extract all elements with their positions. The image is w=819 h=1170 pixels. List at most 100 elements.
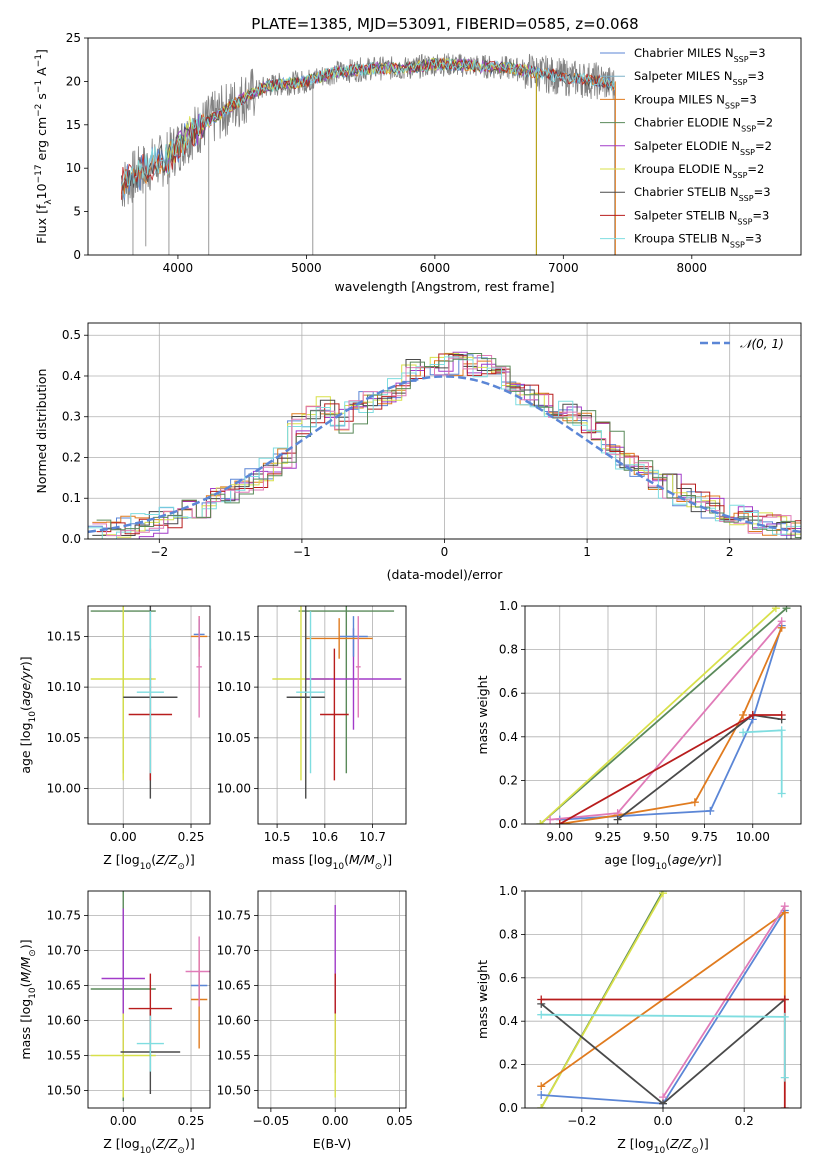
x-tick-label: 6000 — [420, 261, 451, 275]
weight-line — [743, 729, 783, 794]
legend-n: =3 — [749, 46, 766, 60]
legend-n: =3 — [752, 208, 769, 222]
weight-line — [539, 607, 788, 824]
label-part: 10 — [140, 862, 152, 872]
x-tick-label: −0.05 — [252, 1114, 289, 1128]
y-tick-label: 10.10 — [47, 680, 81, 694]
label-part: mass weight — [475, 960, 490, 1039]
plus-marker — [777, 789, 786, 798]
y-tick-label: 10.60 — [47, 1014, 81, 1028]
label-part: age [log — [604, 852, 655, 867]
y-tick-label: 1.0 — [499, 599, 518, 613]
legend-entry: Kroupa ELODIE NSSP=2 — [634, 162, 764, 180]
axes-frame — [524, 605, 802, 825]
y-tick-label: 0.4 — [499, 1014, 518, 1028]
age_vs_mass-axes: 10.5 10.6 10.7 10.00 10.05 10.10 10.15 — [217, 606, 406, 844]
label-part: Z/Z — [155, 852, 178, 867]
plus-marker — [537, 995, 546, 1004]
label-part: )] — [699, 1136, 709, 1151]
mass_vs_EBV-axes: −0.05 0.00 0.05 10.50 10.55 10.60 10.65 10.70 10… — [217, 891, 413, 1128]
label-part: age/yr — [672, 852, 713, 867]
x-tick-label: 1 — [583, 545, 591, 559]
legend-sub: SSP — [732, 171, 747, 180]
legend-n: =3 — [745, 232, 762, 246]
y-tick-label: 0.5 — [62, 328, 81, 342]
legend-sub: SSP — [737, 217, 752, 226]
label-part: mass [log — [272, 852, 333, 867]
weight-line — [540, 892, 664, 1108]
y-tick-label: 1.0 — [499, 884, 518, 898]
label-part: 10 — [28, 987, 38, 999]
label-part: (data-model)/error — [387, 567, 504, 582]
x-tick-label: 5000 — [291, 261, 322, 275]
legend-entry: Salpeter MILES NSSP=3 — [634, 69, 764, 87]
y-tick-label: 20 — [66, 74, 81, 88]
x-axis-label: E(B-V) — [313, 1136, 352, 1151]
plus-marker — [780, 995, 789, 1004]
data-spectrum-line — [121, 53, 616, 207]
label-part: Z [log — [103, 1136, 139, 1151]
label-part: 10 — [140, 1146, 152, 1156]
plus-marker — [537, 1082, 546, 1091]
axes-frame — [257, 605, 407, 825]
weight-line — [559, 625, 783, 821]
label-part: Flux [f — [34, 204, 49, 244]
y-tick-label: 0.2 — [499, 1058, 518, 1072]
y-tick-label: 0.6 — [499, 971, 518, 985]
y-tick-label: 10.00 — [217, 782, 251, 796]
y-tick-label: 10.05 — [217, 731, 251, 745]
y-axis-label: Normed distribution — [34, 369, 49, 494]
plus-marker — [537, 1090, 546, 1099]
y-tick-label: 0.4 — [62, 369, 81, 383]
legend-name: Salpeter MILES N — [634, 69, 732, 83]
plus-marker — [771, 606, 780, 613]
legend-n: =2 — [747, 162, 764, 176]
x-tick-label: 7000 — [548, 261, 579, 275]
x-tick-label: 0.00 — [110, 1114, 137, 1128]
error-point — [286, 606, 325, 799]
x-tick-label: 0.2 — [735, 1114, 754, 1128]
error-point — [196, 616, 202, 718]
legend-n: =2 — [755, 139, 772, 153]
histogram-salpeter-stelib — [96, 353, 801, 535]
error-point — [296, 611, 325, 774]
label-part: A — [34, 67, 49, 80]
plus-marker — [739, 711, 748, 719]
y-tick-label: 25 — [66, 31, 81, 45]
x-tick-label: −2 — [150, 545, 168, 559]
label-part: Normed distribution — [34, 369, 49, 494]
label-part: 10 — [28, 711, 38, 723]
y-axis-label: Flux [fλ10−17 erg cm−2 s−1 A−1] — [34, 49, 54, 244]
histogram-kroupa-elodie — [88, 352, 801, 539]
x-axis-label: Z [log10(Z/Z⊙)] — [617, 1136, 708, 1156]
histogram-pink — [92, 355, 801, 537]
y-tick-label: 10.15 — [217, 629, 251, 643]
weight-line — [539, 607, 777, 824]
y-tick-label: 0.6 — [499, 686, 518, 700]
label-part: )] — [185, 852, 195, 867]
label-part: age [log — [18, 722, 33, 773]
y-tick-label: 0.2 — [62, 450, 81, 464]
y-tick-label: 0.0 — [62, 532, 81, 546]
legend-sub: SSP — [725, 101, 740, 110]
age_vs_mass-plot — [272, 606, 402, 799]
weight_vs_Z-plot — [537, 891, 789, 1108]
legend-name: Chabrier ELODIE N — [634, 116, 741, 130]
y-tick-label: 0.8 — [499, 643, 518, 657]
plus-marker — [777, 711, 786, 719]
model-line-kroupa-stelib — [120, 57, 616, 187]
plus-marker — [536, 820, 545, 824]
error-point — [305, 618, 373, 659]
legend-n: =2 — [756, 116, 773, 130]
y-tick-label: 0 — [73, 248, 81, 262]
label-part: )] — [185, 1136, 195, 1151]
label-part: −1 — [34, 54, 44, 67]
legend-entry: Kroupa STELIB NSSP=3 — [634, 232, 762, 250]
label-part: −17 — [34, 164, 44, 183]
legend-name: Kroupa ELODIE N — [634, 162, 732, 176]
y-tick-label: 15 — [66, 118, 81, 132]
label-part: ⊙ — [375, 862, 383, 872]
x-tick-label: 0.00 — [110, 830, 137, 844]
plus-marker — [780, 902, 789, 911]
